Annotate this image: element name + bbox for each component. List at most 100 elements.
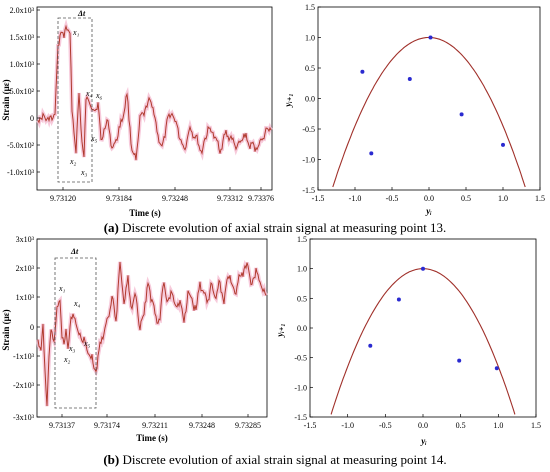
- caption-b-text: Discrete evolution of axial strain signa…: [119, 452, 447, 467]
- strain-signal-line: [37, 261, 267, 407]
- y-tick-label: 1.0: [305, 34, 315, 43]
- x-tick-label: 0.5: [461, 194, 471, 203]
- y-tick-label: -1.0: [294, 383, 307, 392]
- x-tick-label: 9.73137: [49, 421, 75, 430]
- scatter-point: [494, 366, 499, 371]
- y-tick-label: -1.5: [294, 413, 307, 422]
- x-tick-label: 1.5: [531, 421, 541, 430]
- caption-a-prefix: (a): [103, 220, 119, 235]
- x-tick-label: 1.5: [535, 194, 545, 203]
- scatter-point: [501, 142, 505, 147]
- scatter-point: [360, 69, 365, 74]
- x-tick-label: 9.73120: [50, 194, 76, 203]
- parabola-curve: [332, 36, 526, 188]
- y-tick-label: -1x10³: [13, 352, 35, 361]
- y-tick-label: -1.5: [302, 186, 315, 195]
- plot-frame: [36, 6, 273, 191]
- y-tick-label: 0.0: [305, 95, 315, 104]
- y-tick-label: 5.0x10²: [10, 87, 35, 96]
- annotation-x5: x₅: [90, 134, 98, 143]
- x-tick-label: -1.0: [341, 421, 354, 430]
- annotation-x2: x₂: [63, 355, 71, 364]
- y-axis-label: yᵢ₊₁: [275, 323, 285, 337]
- y-tick-label: -1.0x10³: [7, 168, 35, 177]
- x-tick-label: -1.5: [304, 421, 317, 430]
- scatter-point: [368, 343, 373, 348]
- x-axis-label: yᵢ: [425, 206, 432, 216]
- scatter-point: [428, 35, 433, 40]
- caption-a-text: Discrete evolution of axial strain signa…: [118, 220, 447, 235]
- x-axis-label: Time (s): [129, 208, 161, 218]
- x-tick-label: 1.0: [493, 421, 503, 430]
- y-tick-label: 0.5: [297, 294, 307, 303]
- annotation-x6: x₆: [95, 91, 103, 100]
- annotation-x3: x₃: [80, 168, 88, 177]
- plot-frame: [36, 238, 268, 418]
- y-tick-label: -0.5: [294, 354, 307, 363]
- x-axis-label: yᵢ: [420, 436, 427, 446]
- y-tick-label: -5.0x10²: [7, 141, 35, 150]
- panel-b-strain-chart: Δt x₁ x₂ x₃ x₄ x₅ -3x10³ -2x10³ -1x10³ 0 1x1…: [1, 235, 268, 443]
- x-tick-label: 9.73376: [248, 194, 274, 203]
- x-tick-label: 1.0: [498, 194, 508, 203]
- x-tick-label: 9.73184: [106, 194, 132, 203]
- annotation-x1: x₁: [58, 284, 66, 293]
- strain-signal-line: [37, 24, 272, 161]
- caption-b: (b) Discrete evolution of axial strain s…: [0, 452, 550, 468]
- y-tick-label: 0.5: [305, 64, 315, 73]
- caption-b-prefix: (b): [103, 452, 120, 467]
- y-tick-label: -1.0: [302, 156, 315, 165]
- annotation-x4: x₄: [73, 299, 81, 308]
- x-tick-label: 0.0: [418, 421, 428, 430]
- y-tick-label: 1x10³: [16, 293, 35, 302]
- y-axis-label: yᵢ₊₁: [283, 93, 293, 107]
- x-tick-label: 9.73312: [217, 194, 243, 203]
- x-tick-label: -0.5: [379, 421, 392, 430]
- annotation-x2: x₂: [69, 157, 77, 166]
- y-tick-label: 0: [30, 323, 34, 332]
- y-tick-label: 0.0: [297, 324, 307, 333]
- scatter-point: [407, 77, 412, 81]
- y-tick-label: 3x10³: [16, 235, 35, 244]
- y-tick-label: 0: [30, 114, 34, 123]
- x-tick-label: -1.0: [349, 194, 362, 203]
- panel-a-phase-scatter: -1.5 -1.0 -0.5 0.0 0.5 1.0 1.5 -1.5 -1.0 -0.5 0.0…: [283, 3, 545, 216]
- y-tick-label: -0.5: [302, 125, 315, 134]
- y-tick-label: 1.5x10³: [10, 33, 35, 42]
- y-axis-label: Strain (με): [1, 309, 11, 350]
- annotation-x4: x₄: [85, 89, 93, 98]
- panel-a-strain-chart: Δt x₁ x₂ x₃ x₄ x₅ x₆ -1.0x10³ -5.0x10² 0 5.…: [1, 6, 274, 218]
- x-tick-label: 9.73248: [189, 421, 215, 430]
- delta-t-window: [54, 257, 97, 409]
- y-tick-label: 1.5: [305, 3, 315, 12]
- annotation-x3: x₃: [68, 344, 76, 353]
- parabola-curve: [330, 268, 516, 415]
- x-tick-label: 0.0: [424, 194, 434, 203]
- window-label: Δt: [70, 247, 79, 256]
- y-tick-label: 1.0: [297, 265, 307, 274]
- y-tick-label: 1.0x10³: [10, 60, 35, 69]
- scatter-point: [369, 151, 374, 156]
- x-tick-label: 9.73285: [235, 421, 261, 430]
- window-label: Δt: [77, 9, 86, 18]
- x-tick-label: 0.5: [456, 421, 466, 430]
- annotation-x5: x₅: [83, 339, 91, 348]
- x-tick-label: 9.73248: [162, 194, 188, 203]
- x-tick-label: 9.73211: [142, 421, 168, 430]
- signal-envelope: [36, 19, 273, 161]
- x-axis-label: Time (s): [136, 433, 168, 443]
- y-tick-label: -2x10³: [13, 381, 35, 390]
- scatter-point: [457, 358, 462, 363]
- plot-frame: [309, 238, 537, 418]
- x-tick-label: 9.73174: [94, 421, 120, 430]
- annotation-x1: x₁: [72, 28, 80, 37]
- delta-t-window: [57, 17, 93, 183]
- scatter-point: [459, 112, 464, 117]
- y-tick-label: 2.0x10³: [10, 6, 35, 15]
- scatter-point: [421, 266, 425, 271]
- y-axis-label: Strain (με): [1, 79, 11, 120]
- plot-frame: [317, 6, 541, 191]
- y-tick-label: -3x10³: [13, 413, 35, 422]
- caption-a: (a) Discrete evolution of axial strain s…: [0, 220, 550, 236]
